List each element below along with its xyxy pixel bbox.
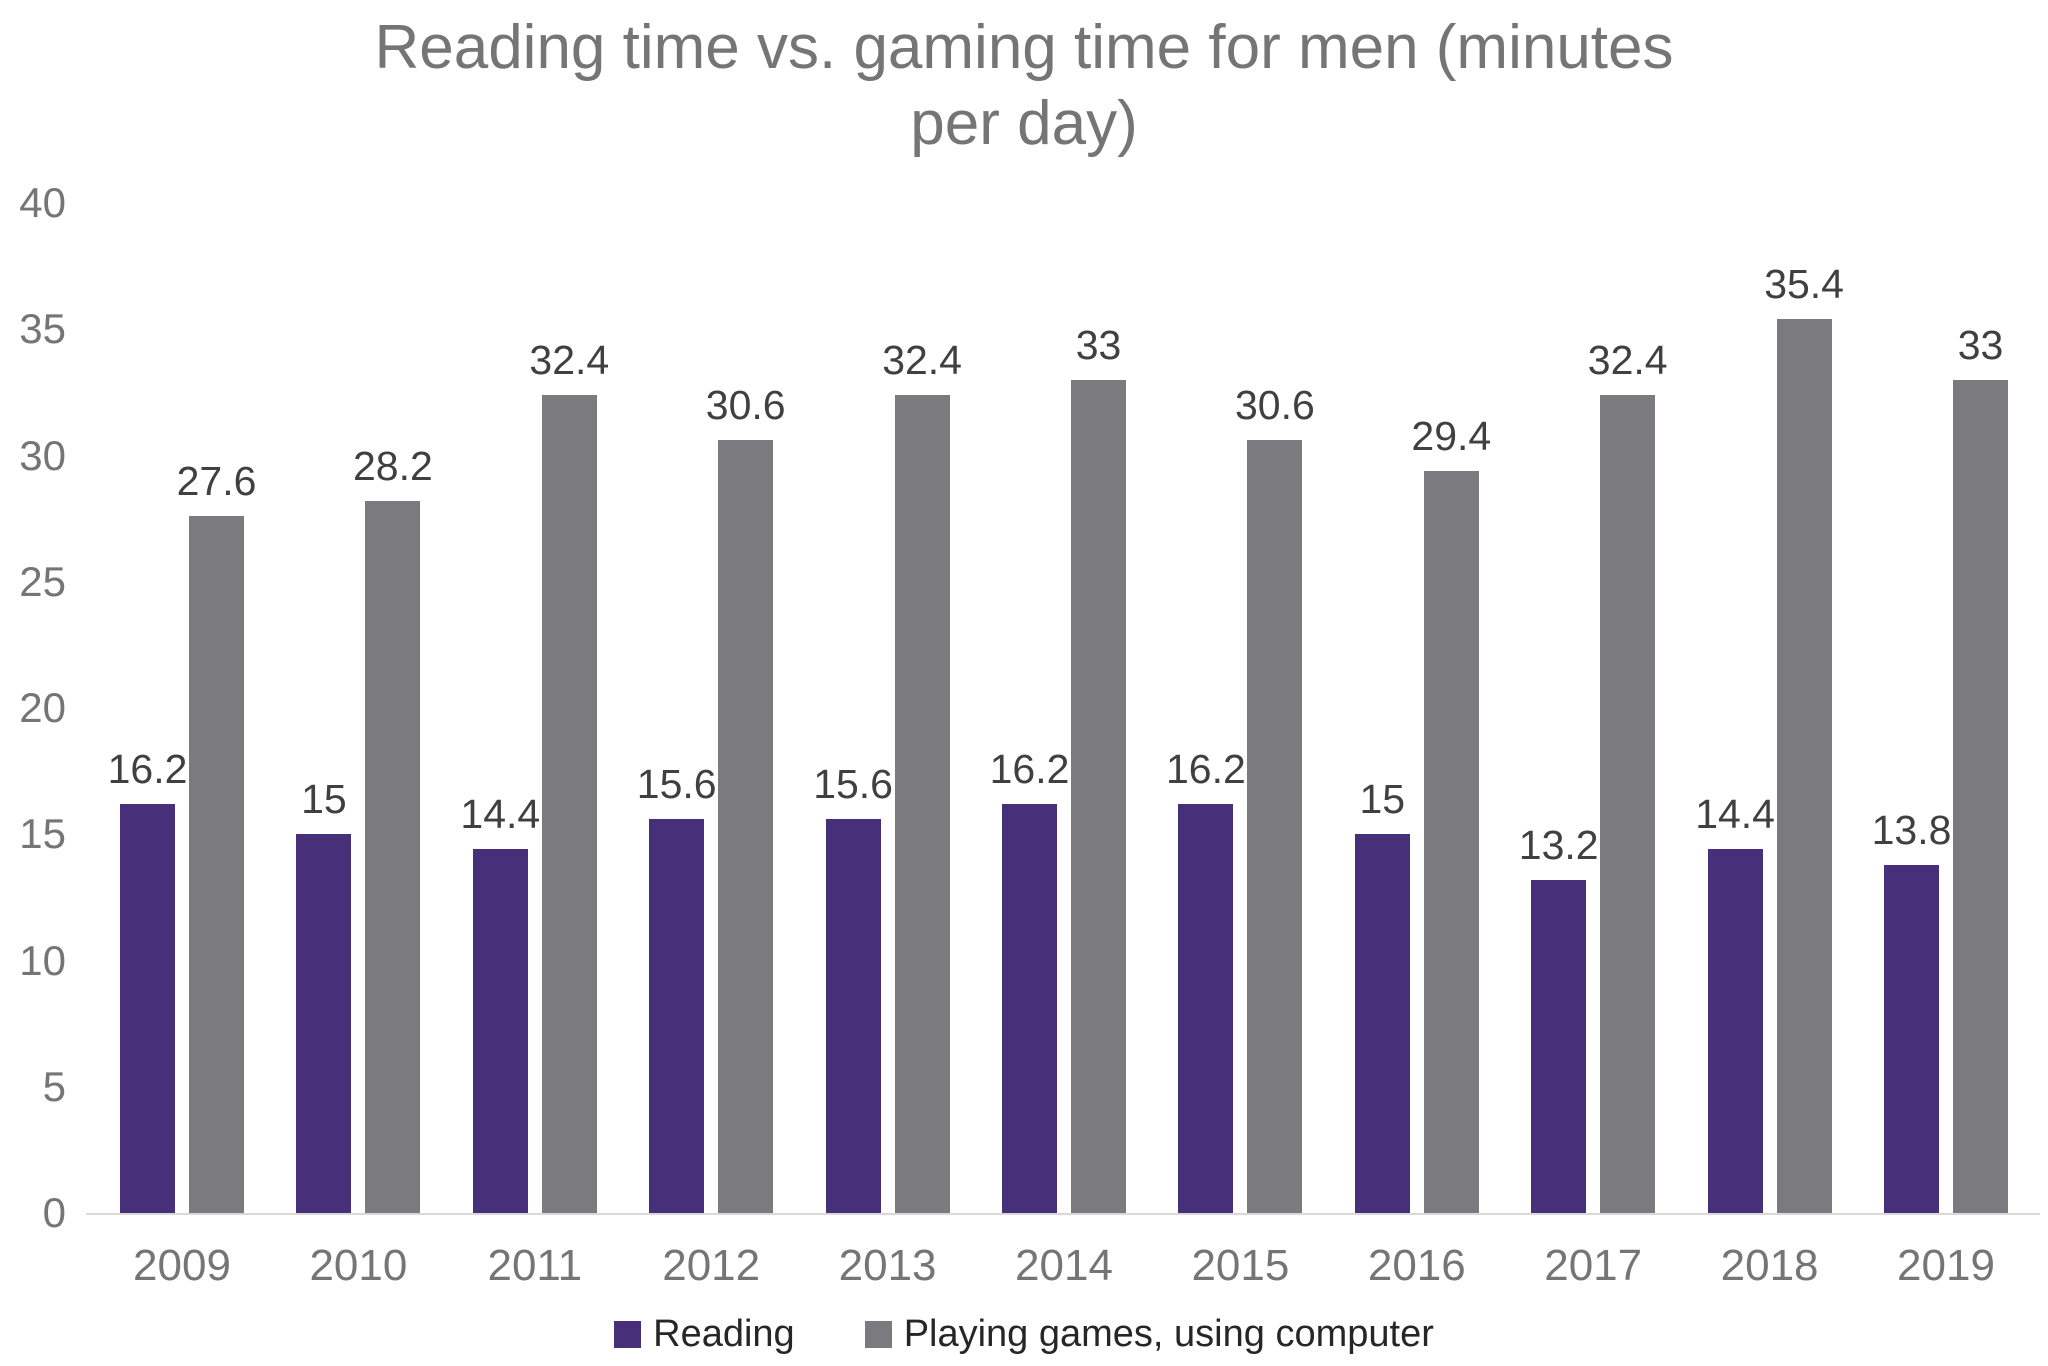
bar-playing-games-using-computer-2014: [1071, 379, 1126, 1213]
x-axis-label: 2010: [309, 1241, 408, 1290]
y-axis-tick-label: 5: [42, 1062, 66, 1110]
chart-title-line: Reading time vs. gaming time for men (mi…: [374, 13, 1674, 82]
y-axis-tick-label: 15: [19, 810, 66, 858]
y-axis-tick-label: 10: [19, 936, 66, 984]
bar-playing-games-using-computer-2011: [541, 394, 597, 1213]
bar-playing-games-using-computer-2013: [894, 394, 950, 1213]
bar-value-label: 30.6: [705, 382, 786, 429]
legend-swatch-icon: [864, 1321, 892, 1348]
legend-swatch-icon: [614, 1321, 642, 1348]
bar-reading-2019: [1884, 864, 1939, 1213]
x-axis-label: 2012: [662, 1241, 761, 1290]
x-axis-label: 2017: [1544, 1241, 1643, 1290]
x-axis-label: 2014: [1015, 1241, 1113, 1290]
y-axis-tick-label: 0: [42, 1189, 66, 1236]
bar-value-label: 14.4: [460, 791, 541, 838]
bar-playing-games-using-computer-2017: [1600, 394, 1656, 1213]
bar-value-label: 15.6: [636, 761, 717, 808]
bar-value-label: 14.4: [1695, 791, 1775, 838]
bar-value-label: 32.4: [529, 336, 610, 383]
bar-reading-2010: [296, 834, 352, 1213]
bar-value-label: 32.4: [1587, 336, 1668, 383]
bar-reading-2013: [825, 819, 881, 1213]
bar-value-label: 30.6: [1234, 382, 1315, 429]
bar-value-label: 32.4: [882, 336, 962, 383]
bar-value-label: 27.6: [176, 458, 257, 505]
y-axis-tick-label: 25: [19, 557, 66, 605]
bar-value-label: 16.2: [107, 745, 188, 792]
x-axis-label: 2016: [1367, 1241, 1466, 1290]
bar-reading-2014: [1002, 803, 1057, 1213]
x-axis-label: 2018: [1720, 1241, 1819, 1290]
bar-value-label: 28.2: [352, 442, 433, 489]
bar-reading-2012: [649, 819, 705, 1213]
bar-reading-2016: [1354, 834, 1410, 1213]
bar-playing-games-using-computer-2016: [1423, 470, 1479, 1213]
y-axis-tick-label: 40: [19, 179, 66, 226]
chart-legend: Reading Playing games, using computer: [0, 1313, 2048, 1356]
y-axis-tick-label: 35: [19, 305, 66, 353]
bar-value-label: 13.2: [1518, 821, 1599, 868]
bar-reading-2018: [1707, 849, 1763, 1213]
x-axis-label: 2011: [487, 1241, 583, 1290]
legend-label: Reading: [653, 1313, 795, 1355]
bar-value-label: 35.4: [1764, 261, 1844, 308]
chart-title-line: per day): [910, 88, 1138, 158]
bar-value-label: 15: [1359, 776, 1406, 823]
bar-reading-2011: [472, 849, 528, 1213]
bar-playing-games-using-computer-2010: [365, 500, 421, 1213]
x-axis-line: [86, 1213, 2040, 1215]
chart-title: Reading time vs. gaming time for men (mi…: [0, 10, 2048, 161]
bar-value-label: 33: [1075, 321, 1122, 368]
bar-reading-2009: [120, 803, 175, 1213]
bar-playing-games-using-computer-2015: [1247, 440, 1303, 1213]
bar-reading-2015: [1178, 803, 1234, 1213]
legend-item-reading: Reading: [614, 1313, 795, 1356]
bar-value-label: 16.2: [1165, 745, 1246, 792]
legend-label: Playing games, using computer: [903, 1313, 1434, 1355]
bar-value-label: 33: [1957, 321, 2004, 368]
bar-playing-games-using-computer-2018: [1776, 319, 1832, 1213]
bar-playing-games-using-computer-2012: [718, 440, 774, 1213]
y-axis-tick-label: 30: [19, 431, 66, 479]
bar-value-label: 15.6: [813, 761, 893, 808]
bar-value-label: 15: [301, 776, 347, 823]
x-axis-label: 2013: [838, 1241, 937, 1290]
legend-item-playing-games-using-computer: Playing games, using computer: [864, 1313, 1434, 1356]
bar-playing-games-using-computer-2019: [1953, 379, 2008, 1213]
bar-value-label: 16.2: [989, 745, 1070, 792]
bar-reading-2017: [1531, 879, 1587, 1213]
bar-value-label: 29.4: [1411, 412, 1492, 459]
x-axis-label: 2015: [1191, 1241, 1290, 1290]
bar-value-label: 13.8: [1871, 806, 1952, 853]
y-axis-tick-label: 20: [19, 684, 66, 731]
bar-playing-games-using-computer-2009: [189, 516, 244, 1213]
x-axis-label: 2019: [1897, 1241, 1995, 1290]
x-axis-label: 2009: [133, 1241, 231, 1290]
